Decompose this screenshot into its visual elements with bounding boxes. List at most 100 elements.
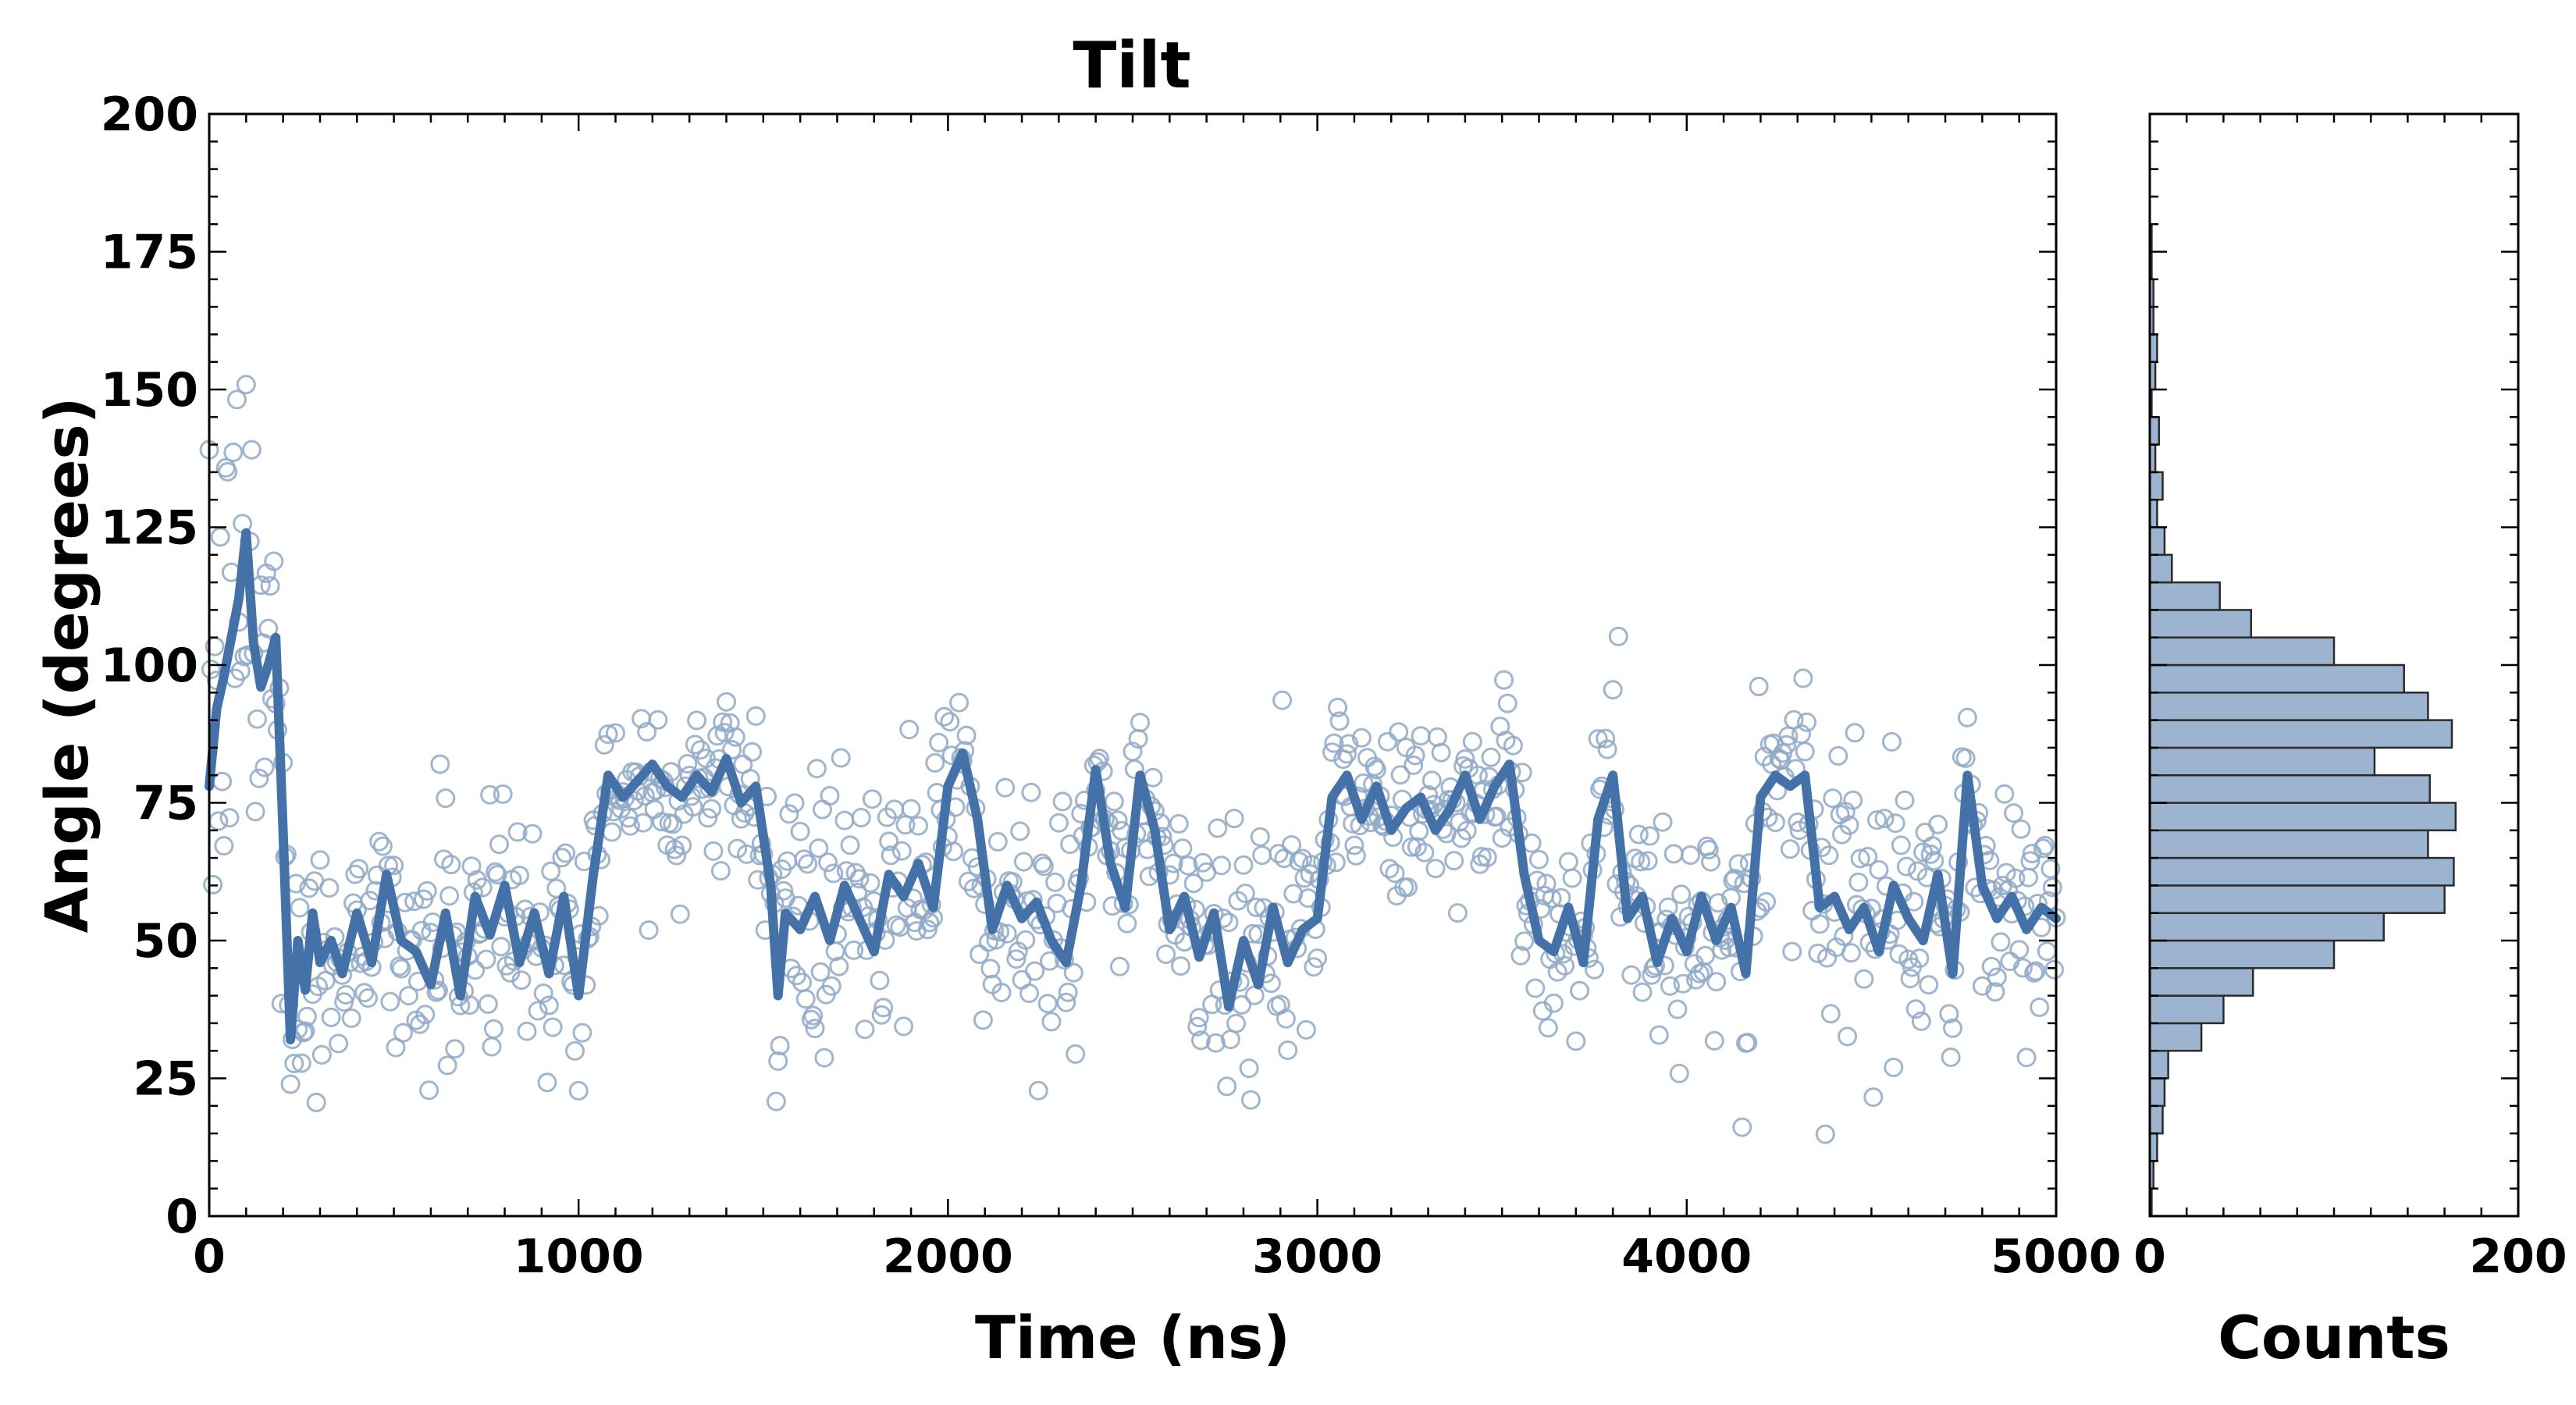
scatter-point bbox=[648, 710, 668, 730]
scatter-point bbox=[2016, 1048, 2037, 1068]
histogram-bar bbox=[2148, 994, 2225, 1025]
scatter-point bbox=[321, 1007, 341, 1027]
scatter-point bbox=[1066, 1044, 1086, 1064]
scatter-point bbox=[2030, 998, 2050, 1017]
scatter-point bbox=[1034, 856, 1054, 877]
scatter-point bbox=[1895, 790, 1915, 810]
histogram-bar bbox=[2148, 609, 2253, 638]
scatter-point bbox=[594, 735, 614, 755]
scatter-point bbox=[1649, 1025, 1669, 1045]
scatter-point bbox=[1793, 668, 1813, 688]
scatter-point bbox=[1447, 903, 1468, 923]
scatter-point bbox=[1869, 859, 1889, 880]
scatter-point bbox=[1820, 1004, 1841, 1024]
scatter-point bbox=[1104, 791, 1124, 812]
scatter-point bbox=[1738, 1033, 1758, 1053]
scatter-point bbox=[1013, 852, 1034, 872]
scatter-point bbox=[980, 959, 1001, 979]
scatter-point bbox=[2011, 819, 2031, 839]
scatter-point bbox=[894, 1016, 914, 1037]
x-axis-label: Time (ns) bbox=[975, 1303, 1290, 1372]
scatter-point bbox=[436, 788, 456, 809]
histogram-axis-ticks bbox=[2148, 112, 2520, 1218]
scatter-point bbox=[637, 722, 657, 742]
scatter-point bbox=[380, 991, 400, 1012]
scatter-point bbox=[1233, 855, 1254, 875]
scatter-point bbox=[478, 994, 498, 1014]
scatter-point bbox=[713, 712, 733, 732]
scatter-point bbox=[722, 740, 742, 759]
scatter-point bbox=[1056, 992, 1076, 1012]
scatter-point bbox=[2009, 940, 2030, 960]
scatter-point bbox=[1708, 893, 1728, 913]
scatter-point bbox=[1510, 945, 1531, 966]
scatter-point bbox=[1389, 722, 1409, 742]
scatter-point bbox=[1885, 813, 1905, 834]
scatter-point bbox=[1398, 877, 1418, 898]
scatter-point bbox=[1608, 626, 1628, 646]
scatter-point bbox=[1404, 755, 1424, 775]
scatter-point bbox=[991, 983, 1012, 1002]
scatter-point bbox=[873, 998, 894, 1018]
scatter-point bbox=[683, 797, 703, 817]
scatter-point bbox=[1981, 956, 2001, 976]
scatter-point bbox=[1278, 1040, 1298, 1060]
histogram-bar bbox=[2148, 829, 2429, 859]
scatter-point bbox=[1905, 999, 1926, 1019]
scatter-point bbox=[372, 836, 393, 856]
scatter-point bbox=[482, 1037, 502, 1057]
scatter-point bbox=[369, 831, 390, 852]
scatter-point bbox=[1328, 697, 1348, 717]
scatter-point bbox=[1839, 815, 1859, 835]
scatter-point bbox=[901, 799, 921, 819]
scatter-point bbox=[1867, 810, 1887, 831]
scatter-point bbox=[291, 1053, 311, 1073]
scatter-point bbox=[639, 920, 659, 941]
histogram-x-axis-label: Counts bbox=[2218, 1303, 2450, 1372]
scatter-point bbox=[1972, 976, 1992, 996]
histogram-bar bbox=[2148, 581, 2221, 611]
scatter-point bbox=[840, 835, 860, 855]
scatter-point bbox=[1189, 1008, 1209, 1028]
histogram-bar bbox=[2148, 939, 2336, 969]
scatter-point bbox=[1289, 852, 1309, 871]
scatter-point bbox=[493, 784, 513, 804]
scatter-point bbox=[809, 838, 829, 859]
y-tick-label: 200 bbox=[101, 87, 198, 142]
scatter-point bbox=[644, 799, 664, 820]
scatter-point bbox=[844, 940, 864, 960]
scatter-point bbox=[1542, 888, 1562, 909]
scatter-point bbox=[798, 854, 818, 874]
scatter-point bbox=[1163, 853, 1183, 873]
scatter-point bbox=[1585, 959, 1604, 980]
scatter-point bbox=[1344, 835, 1364, 855]
scatter-point bbox=[1296, 1019, 1316, 1040]
scatter-point bbox=[2020, 851, 2041, 871]
scatter-point bbox=[1701, 852, 1721, 872]
scatter-point bbox=[1390, 765, 1411, 785]
scatter-point bbox=[1235, 884, 1255, 903]
scatter-point bbox=[354, 983, 375, 1003]
scatter-point bbox=[1848, 872, 1869, 892]
histogram-x-tick-labels: 0 200 bbox=[2133, 1229, 2567, 1284]
scatter-point bbox=[1809, 914, 1830, 934]
scatter-point bbox=[1329, 711, 1350, 731]
scatter-point bbox=[1621, 965, 1642, 985]
scatter-point bbox=[805, 1019, 825, 1039]
scatter-point bbox=[1411, 726, 1431, 746]
scatter-point bbox=[472, 877, 493, 898]
scatter-point bbox=[667, 845, 687, 866]
scatter-point bbox=[260, 576, 280, 596]
scatter-point bbox=[295, 1021, 315, 1041]
scatter-point bbox=[987, 831, 1008, 852]
histogram-bar bbox=[2148, 1022, 2203, 1052]
scatter-point bbox=[1212, 855, 1232, 876]
scatter-point bbox=[742, 742, 763, 762]
scatter-point bbox=[1889, 944, 1909, 964]
scatter-point bbox=[824, 863, 844, 884]
scatter-point bbox=[483, 1019, 503, 1039]
scatter-point bbox=[214, 836, 234, 855]
scatter-point bbox=[1497, 693, 1517, 713]
scatter-point bbox=[539, 995, 559, 1016]
scatter-point bbox=[319, 878, 340, 898]
